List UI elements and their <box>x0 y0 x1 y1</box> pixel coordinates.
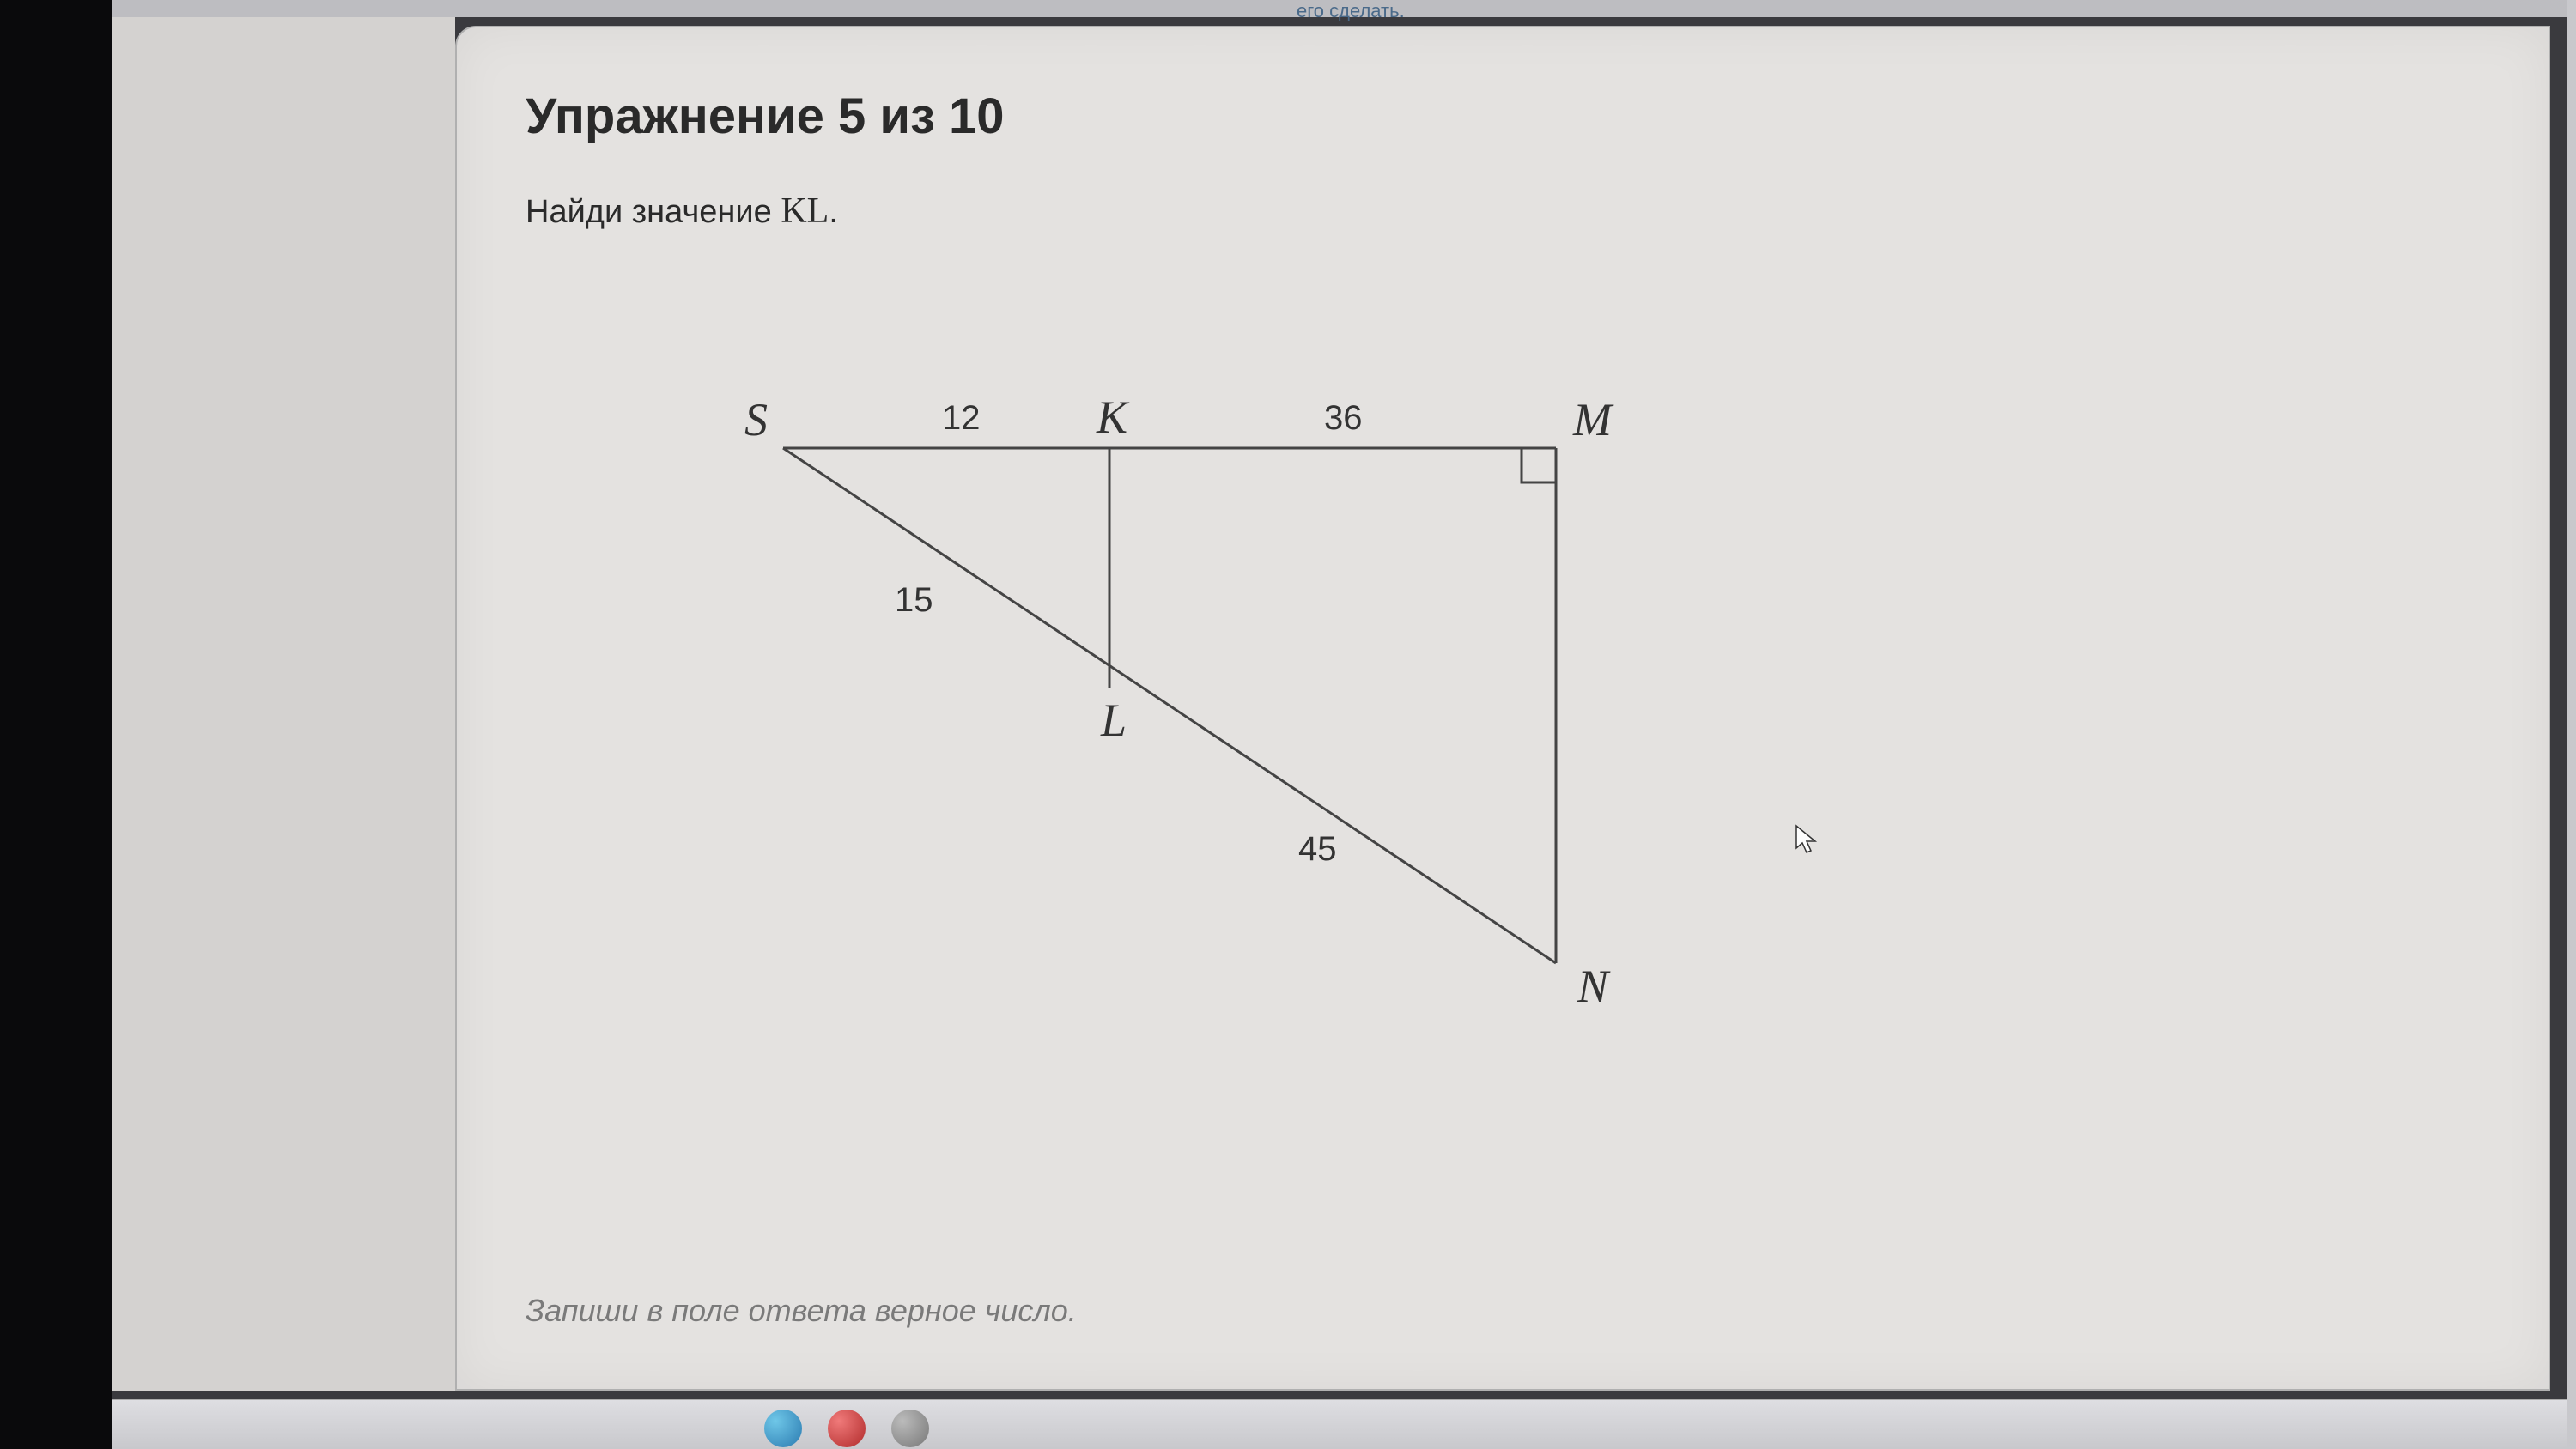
segment-SN <box>783 448 1556 963</box>
length-label-15: 15 <box>895 581 933 619</box>
page-left-margin <box>112 17 455 1391</box>
partial-link-text[interactable]: его сделать. <box>1297 0 1405 22</box>
opera-icon[interactable] <box>828 1410 866 1447</box>
vertex-label-N: N <box>1577 961 1611 1012</box>
scrollbar-area[interactable] <box>2567 0 2576 1449</box>
length-label-36: 36 <box>1324 399 1363 437</box>
instruction-suffix: . <box>829 194 838 230</box>
geometry-diagram: S K M L N 12 36 15 45 <box>611 328 1814 1100</box>
monitor-bezel-left <box>0 0 112 1449</box>
exercise-title: Упражнение 5 из 10 <box>526 88 1005 145</box>
exercise-panel: Упражнение 5 из 10 Найди значение KL. SK… <box>455 26 2550 1391</box>
vertex-label-S: S <box>744 394 768 446</box>
vertex-label-L: L <box>1100 694 1127 746</box>
vertex-label-M: M <box>1572 394 1614 446</box>
mouse-cursor-icon <box>1795 824 1819 859</box>
length-label-12: 12 <box>942 399 981 437</box>
instruction-variable: KL <box>781 191 829 231</box>
right-angle-marker <box>1522 448 1556 482</box>
browser-chrome-top: его сделать. <box>112 0 2567 17</box>
instruction-prefix: Найди значение <box>526 194 781 230</box>
taskbar-icon-row <box>764 1410 929 1447</box>
exercise-instruction: Найди значение KL. <box>526 191 838 232</box>
windows-taskbar[interactable] <box>112 1399 2567 1449</box>
app-icon[interactable] <box>891 1410 929 1447</box>
vertex-label-K: K <box>1096 391 1130 443</box>
diagram-svg: S K M L N 12 36 15 45 <box>611 328 1814 1100</box>
answer-hint: Запиши в поле ответа верное число. <box>526 1293 1077 1329</box>
length-label-45: 45 <box>1298 830 1337 868</box>
edge-icon[interactable] <box>764 1410 802 1447</box>
